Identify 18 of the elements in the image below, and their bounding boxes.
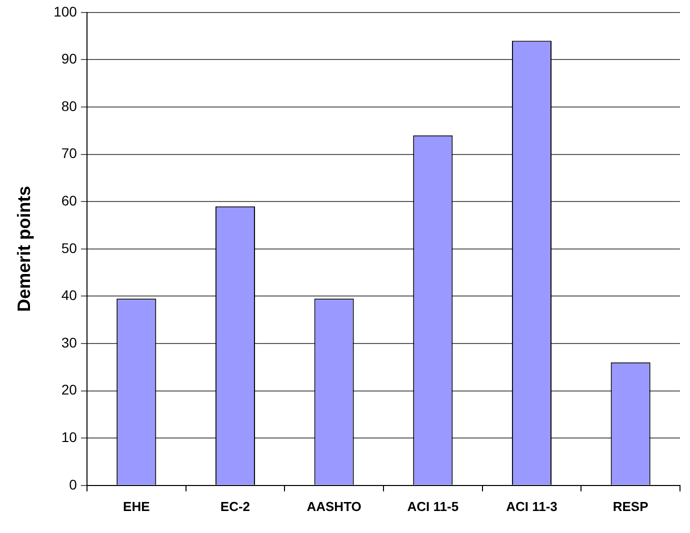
y-tick-label: 20 (61, 382, 78, 398)
y-tick-label: 100 (54, 3, 78, 20)
x-tick-label: EC-2 (220, 498, 250, 514)
y-tick-label: 40 (61, 287, 78, 304)
x-tick-label: AASHTO (306, 498, 362, 514)
x-tick-label: RESP (612, 498, 649, 514)
y-tick-label: 60 (61, 192, 78, 208)
x-tick-label: ACI 11-3 (506, 498, 558, 514)
y-tick-label: 90 (61, 50, 78, 67)
y-tick-label: 50 (61, 240, 78, 256)
x-tick-label: ACI 11-5 (407, 498, 459, 514)
y-tick-label: 0 (69, 476, 78, 492)
y-tick-label: 70 (61, 145, 78, 162)
y-axis-title: Demerit points (14, 186, 34, 312)
y-tick-label: 80 (61, 98, 78, 114)
y-tick-label: 30 (61, 334, 78, 350)
y-tick-label: 10 (61, 428, 78, 445)
x-tick-label: EHE (123, 498, 150, 514)
